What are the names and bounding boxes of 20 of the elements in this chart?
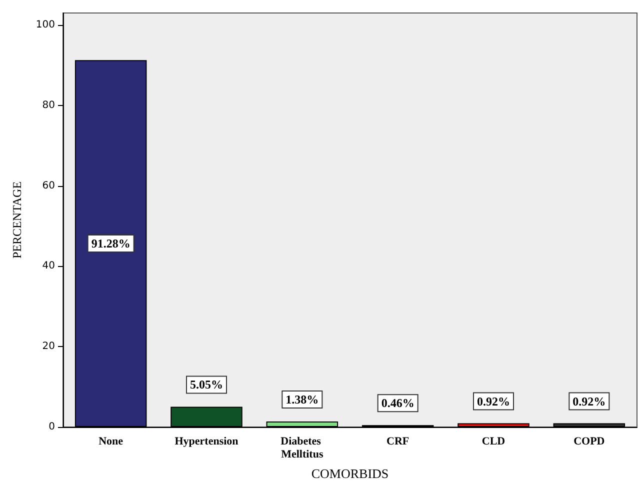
data-label: 0.92% [477,394,510,408]
data-label: 1.38% [286,392,319,406]
data-label: 0.92% [572,394,606,408]
y-tick-label: 40 [42,260,55,272]
y-tick-label: 80 [42,100,55,111]
x-axis-title: COMORBIDS [311,466,389,481]
y-tick-label: 0 [48,422,55,432]
y-axis-title: PERCENTAGE [10,181,24,259]
x-tick-label: COPD [574,436,605,448]
data-label: 5.05% [190,378,223,392]
x-tick-label: Hypertension [174,436,238,448]
data-label: 0.46% [381,396,414,410]
x-tick-label: CLD [482,436,506,448]
data-label: 91.28% [91,236,130,251]
x-tick-label: None [98,436,124,448]
y-tick-label: 20 [42,341,55,352]
y-tick-label: 100 [36,20,55,31]
y-tick-label: 60 [42,180,55,192]
x-tick-label: Diabetes Melltitus [280,436,324,460]
x-tick-label: CRF [386,436,410,448]
